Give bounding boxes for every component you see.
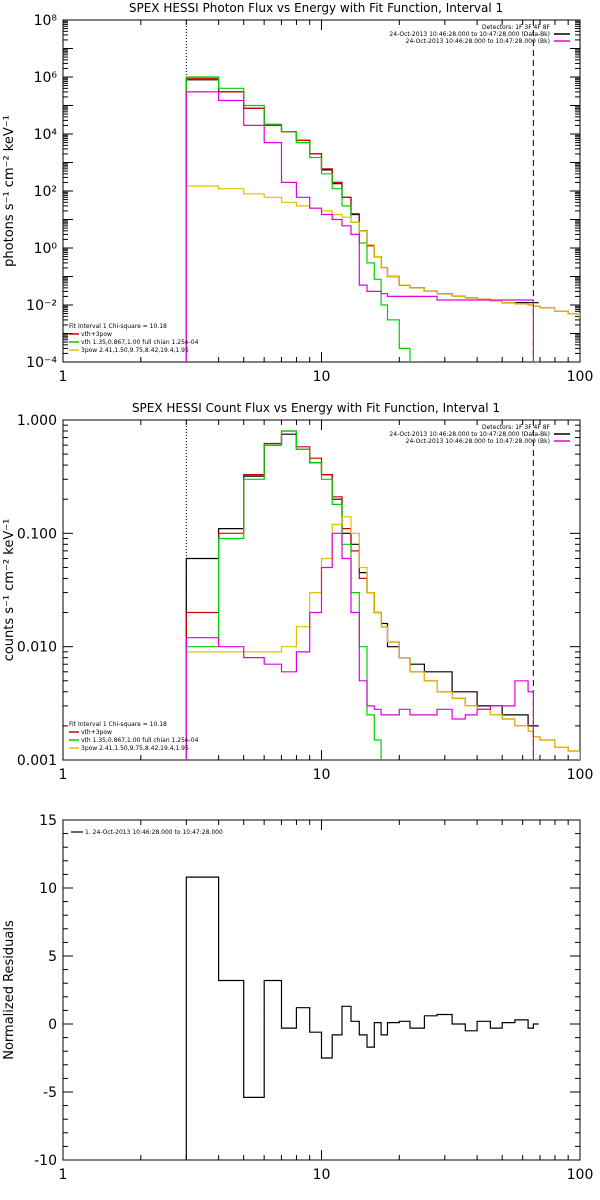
y-tick-label: -10 (34, 1153, 57, 1169)
y-tick-label: 10⁶ (34, 70, 58, 86)
legend-bl-text: vth 1.35,0.867,1.00 full chian 1.25e-04 (81, 339, 199, 346)
y-tick-label: 5 (48, 949, 57, 965)
y-tick-label: 10⁰ (34, 241, 58, 257)
y-tick-label: 10⁸ (34, 13, 58, 29)
x-tick-label: 1 (59, 767, 68, 783)
legend-tr-text: 24-Oct-2013 10:46:28.000 to 10:47:28.000… (389, 431, 550, 438)
x-tick-label: 10 (313, 1167, 331, 1183)
legend-tr-text: Detectors: 1F 3F 4F 8F (482, 424, 551, 431)
y-axis-label: photons s⁻¹ cm⁻² keV⁻¹ (2, 115, 17, 267)
y-tick-label: 0 (48, 1017, 57, 1033)
y-tick-label: 0.010 (17, 640, 57, 656)
legend-tr-text: 24-Oct-2013 10:46:28.000 to 10:47:28.000… (406, 438, 550, 445)
panel1-title: SPEX HESSI Photon Flux vs Energy with Fi… (129, 1, 503, 15)
x-tick-label: 100 (567, 369, 594, 385)
y-axis-label: counts s⁻¹ cm⁻² keV⁻¹ (2, 519, 17, 662)
series-line-0 (185, 876, 539, 1160)
y-tick-label: 0.100 (17, 526, 57, 542)
series-line-3 (185, 516, 580, 760)
x-tick-label: 1 (59, 1167, 68, 1183)
residuals-panel: 1 10 100 -10 -5 0 5 10 15 Normalized Residuals 1. … (2, 813, 593, 1183)
legend-tr-text: 24-Oct-2013 10:46:28.000 to 10:47:28.000… (389, 31, 550, 38)
x-tick-label: 10 (313, 369, 331, 385)
legend-bl-text: vth+3pow (81, 729, 112, 736)
series-line-4 (185, 532, 539, 760)
legend-bl-text: 3pow 2.41,1.50,9.75,8.42,19.4,1.95 (81, 347, 189, 354)
count-flux-panel: 1 10 100 0.001 0.010 0.100 1.000 counts s⁻¹ cm⁻… (2, 413, 593, 783)
y-tick-label: 10 (39, 881, 57, 897)
y-axis-label: Normalized Residuals (2, 920, 17, 1060)
legend-tl-text: 1. 24-Oct-2013 10:46:28.000 to 10:47:28.… (85, 829, 223, 836)
y-tick-label: 10⁴ (34, 127, 58, 143)
panel2-title: SPEX HESSI Count Flux vs Energy with Fit… (132, 401, 500, 415)
x-tick-label: 100 (567, 1167, 594, 1183)
y-tick-label: 10⁻² (26, 298, 57, 314)
series-group (185, 76, 580, 362)
y-tick-label: 10² (34, 184, 57, 200)
x-tick-label: 10 (313, 767, 331, 783)
series-group (185, 876, 539, 1160)
legend-bl-text: vth+3pow (81, 331, 112, 338)
series-line-2 (185, 430, 382, 760)
y-tick-label: 0.001 (17, 753, 57, 769)
x-tick-label: 1 (59, 369, 68, 385)
y-tick-label: 10⁻⁴ (26, 355, 57, 371)
y-tick-label: 1.000 (17, 413, 57, 429)
legend-bl-text: Fit Interval 1 Chi-square = 10.18 (69, 323, 167, 330)
legend-bl-text: vth 1.35,0.867,1.00 full chian 1.25e-04 (81, 737, 199, 744)
x-tick-label: 100 (567, 767, 594, 783)
legend-bl-text: Fit Interval 1 Chi-square = 10.18 (69, 721, 167, 728)
series-line-3 (185, 185, 580, 362)
series-line-2 (185, 76, 411, 362)
y-tick-label: 15 (39, 813, 57, 829)
legend-tr-text: 24-Oct-2013 10:46:28.000 to 10:47:28.000… (406, 38, 550, 45)
legend-tr-text: Detectors: 1F 3F 4F 8F (482, 24, 551, 31)
series-line-4 (185, 91, 539, 362)
legend-bl-text: 3pow 2.41,1.50,9.75,8.42,19.4,1.95 (81, 745, 189, 752)
series-group (185, 430, 580, 760)
photon-flux-panel: 1 10 100 10⁻⁴ 10⁻² 10⁰ 10² 10⁴ 10⁶ 10⁸ photons s⁻¹… (2, 13, 593, 385)
y-tick-label: -5 (43, 1085, 57, 1101)
